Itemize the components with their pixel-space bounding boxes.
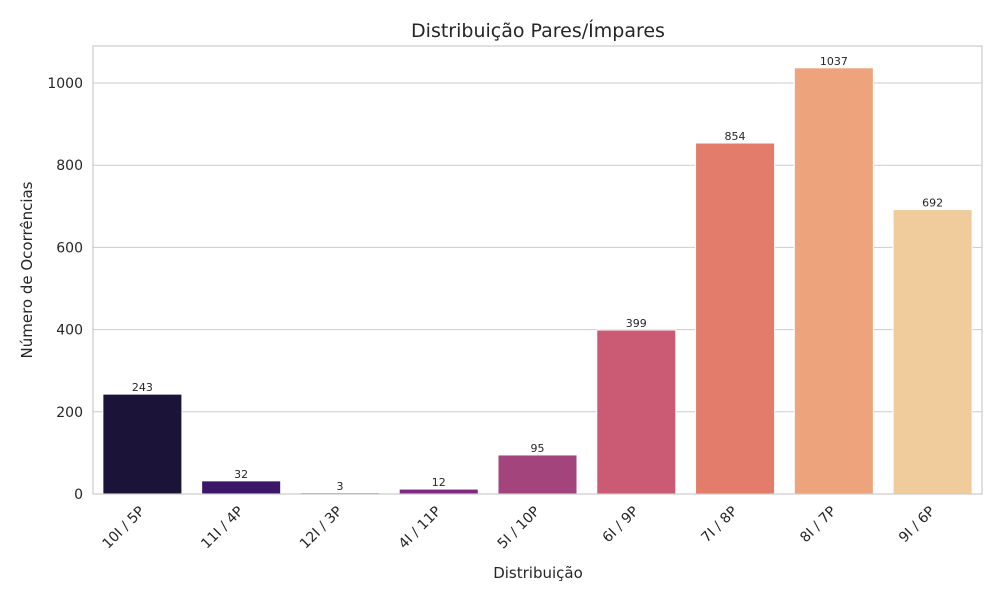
data-label: 692 xyxy=(922,197,943,210)
data-label: 1037 xyxy=(820,55,848,68)
chart-title: Distribuição Pares/Ímpares xyxy=(411,19,665,42)
data-label: 243 xyxy=(132,381,153,394)
bar xyxy=(398,488,479,495)
y-tick-label: 800 xyxy=(56,158,83,174)
x-axis-ticks: 10I / 5P 11I / 4P 12I / 3P 4I / 11P 5I / 10P… xyxy=(99,504,938,553)
y-axis-label: Número de Ocorrências xyxy=(18,181,36,358)
x-tick-label: 6I / 9P xyxy=(600,504,642,546)
data-label: 32 xyxy=(234,468,248,481)
x-tick-label: 4I / 11P xyxy=(396,504,445,553)
x-tick-label: 8I / 7P xyxy=(797,504,839,546)
x-tick-label: 12I / 3P xyxy=(297,504,346,553)
data-label: 3 xyxy=(336,480,343,493)
y-tick-label: 600 xyxy=(56,240,83,256)
plot-frame xyxy=(92,45,983,495)
bar xyxy=(596,329,677,495)
bar xyxy=(793,67,874,495)
x-tick-label: 10I / 5P xyxy=(99,504,148,553)
y-tick-label: 400 xyxy=(56,323,83,339)
bar xyxy=(497,454,578,495)
x-tick-label: 5I / 10P xyxy=(495,504,544,553)
bars xyxy=(102,67,973,495)
data-label: 95 xyxy=(531,442,545,455)
x-tick-label: 7I / 8P xyxy=(698,504,740,546)
bar xyxy=(892,209,973,495)
data-label: 12 xyxy=(432,476,446,489)
bar xyxy=(201,480,282,495)
y-tick-label: 1000 xyxy=(47,76,83,92)
bar xyxy=(695,142,776,495)
bar xyxy=(102,393,183,495)
x-tick-label: 11I / 4P xyxy=(198,504,247,553)
y-tick-label: 0 xyxy=(74,487,83,503)
y-axis-ticks: 0 200 400 600 800 1000 xyxy=(47,76,83,503)
data-label: 854 xyxy=(725,130,746,143)
x-tick-label: 9I / 6P xyxy=(896,504,938,546)
data-label: 399 xyxy=(626,317,647,330)
y-tick-label: 200 xyxy=(56,405,83,421)
data-labels: 243 32 3 12 95 399 854 1037 692 xyxy=(132,55,943,493)
x-axis-label: Distribuição xyxy=(493,564,583,582)
